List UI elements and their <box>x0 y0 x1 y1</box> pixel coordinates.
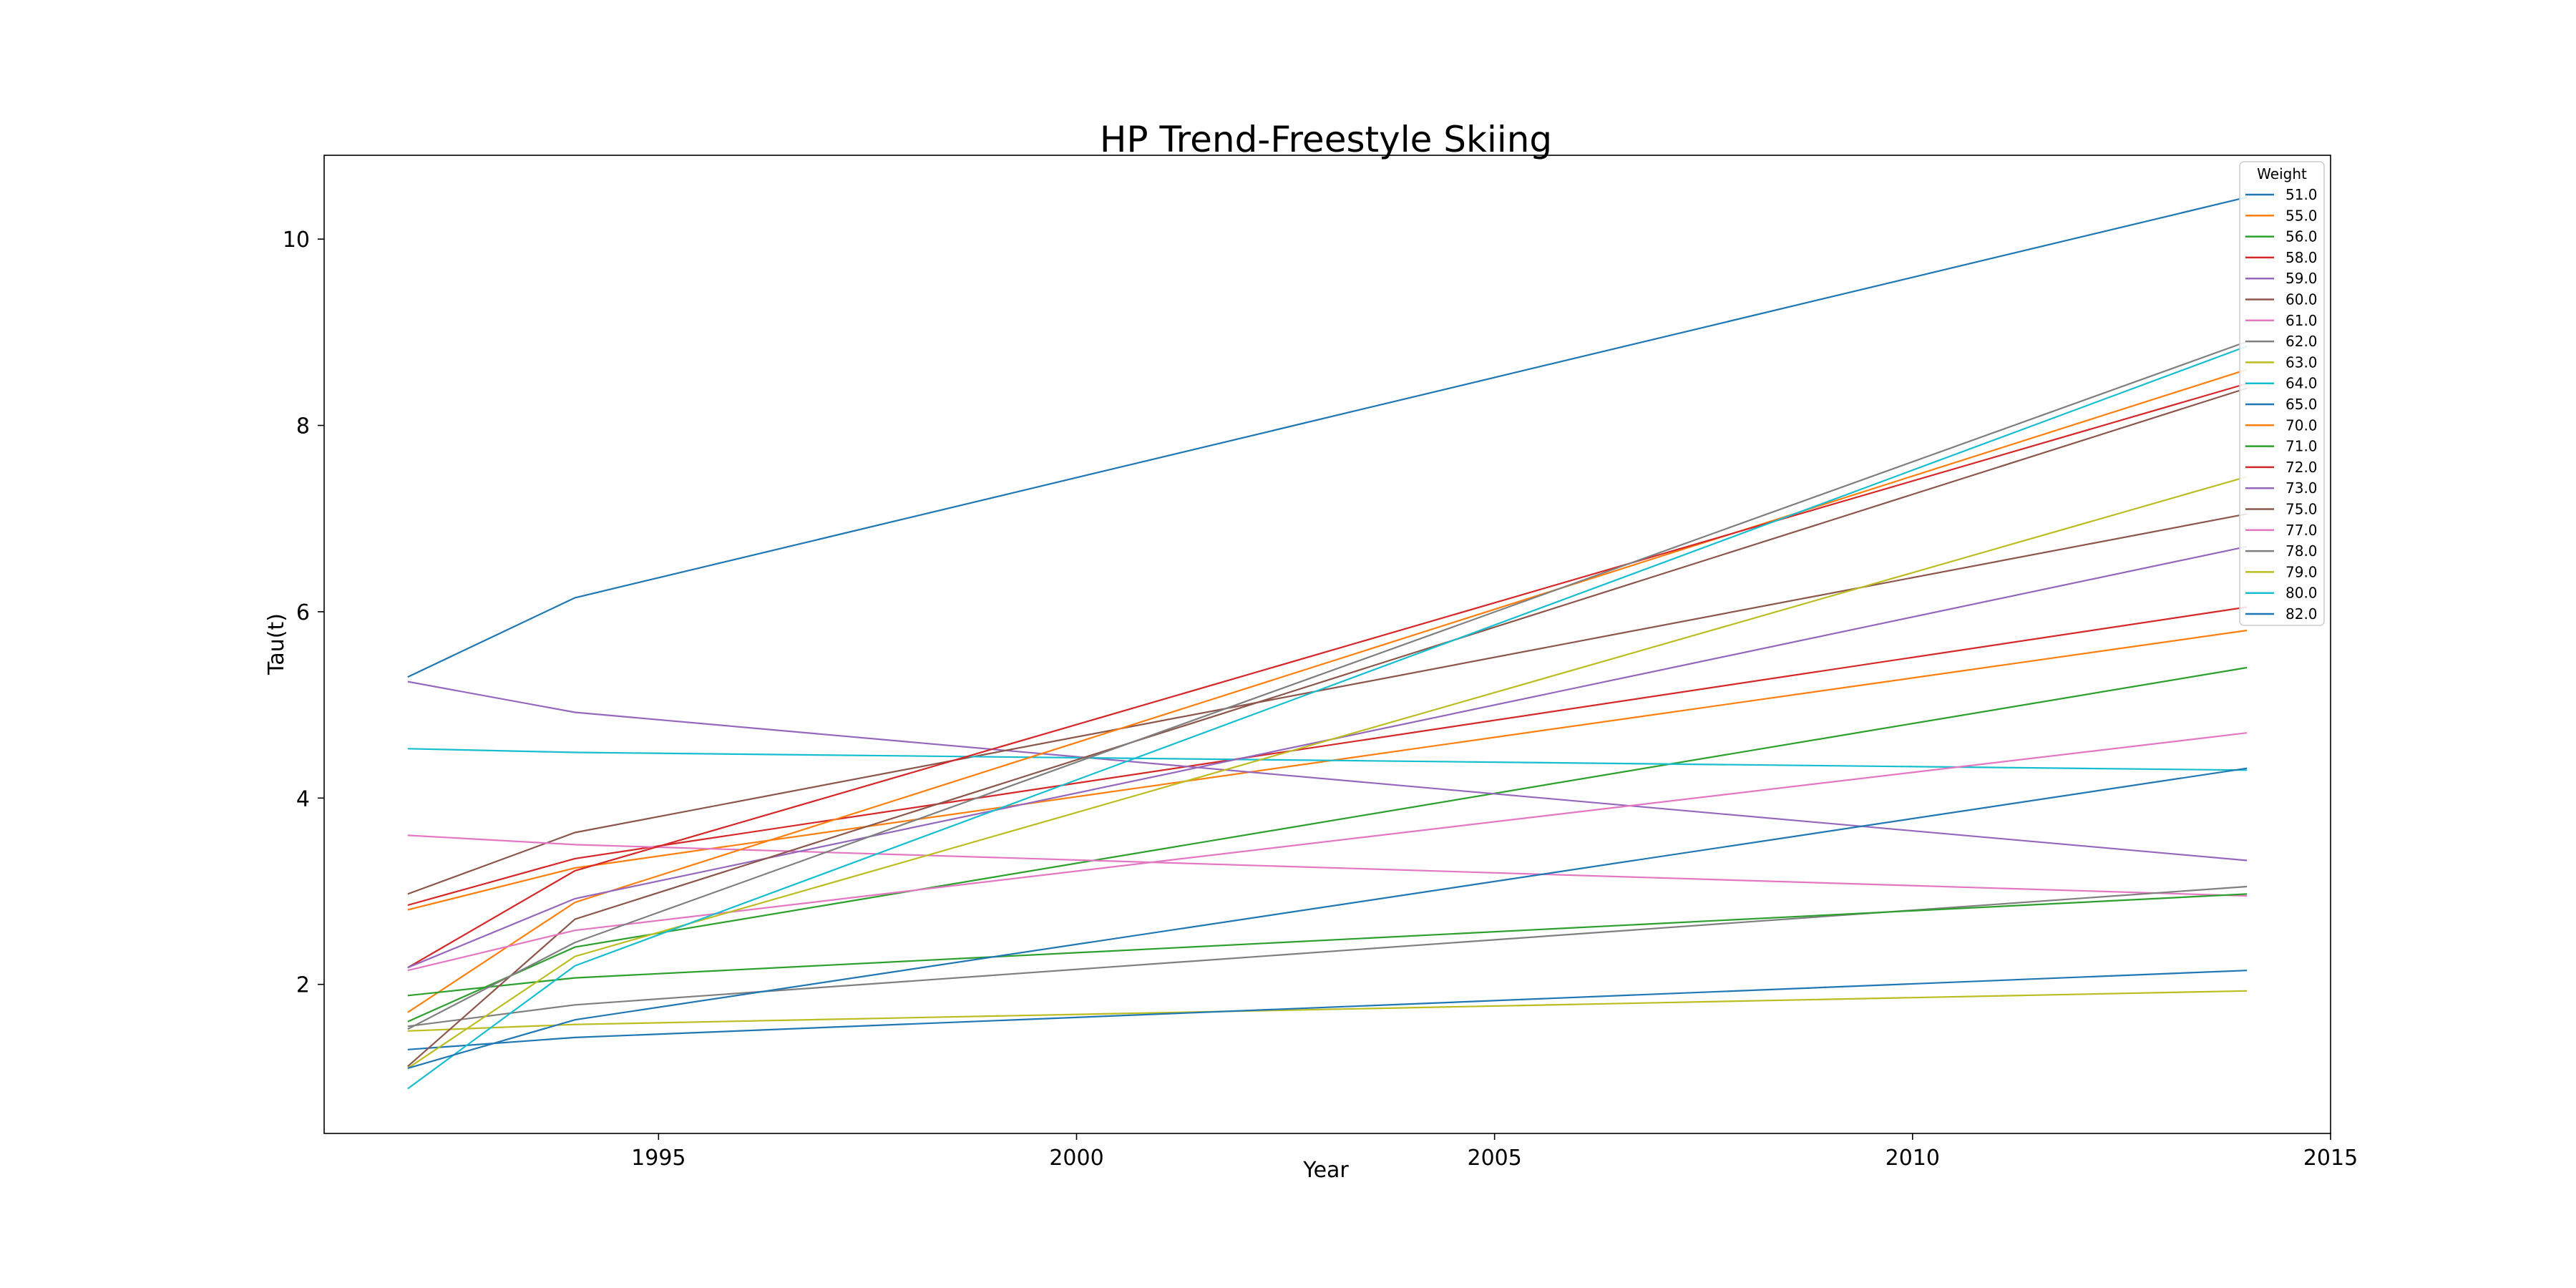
x-tick-label: 2010 <box>1885 1146 1940 1171</box>
legend-label-56.0: 56.0 <box>2285 228 2318 245</box>
legend-label-64.0: 64.0 <box>2285 375 2318 392</box>
series-line-58.0 <box>407 606 2248 907</box>
legend-label-59.0: 59.0 <box>2285 270 2318 287</box>
y-tick-label: 2 <box>296 973 310 998</box>
y-tick-label: 6 <box>296 600 310 625</box>
x-tick-label: 2015 <box>2303 1146 2358 1171</box>
x-tick-label: 2000 <box>1049 1146 1103 1171</box>
legend-label-65.0: 65.0 <box>2285 396 2318 413</box>
legend-label-80.0: 80.0 <box>2285 585 2318 602</box>
legend-label-61.0: 61.0 <box>2285 312 2318 329</box>
legend-label-73.0: 73.0 <box>2285 479 2318 497</box>
series-line-79.0 <box>407 476 2248 1069</box>
x-tick-label: 2005 <box>1467 1146 1521 1171</box>
series-line-55.0 <box>407 629 2248 911</box>
series-line-63.0 <box>407 990 2248 1032</box>
series-line-59.0 <box>407 680 2248 862</box>
series-line-82.0 <box>407 767 2248 1069</box>
legend-label-71.0: 71.0 <box>2285 438 2318 455</box>
legend-label-51.0: 51.0 <box>2285 186 2318 203</box>
legend-label-55.0: 55.0 <box>2285 207 2318 224</box>
plot-frame <box>323 155 2331 1134</box>
series-line-65.0 <box>407 970 2248 1050</box>
series-line-64.0 <box>407 748 2248 771</box>
series-line-80.0 <box>407 345 2248 1090</box>
series-line-78.0 <box>407 341 2248 1030</box>
series-line-56.0 <box>407 666 2248 1023</box>
x-tick-label: 1995 <box>631 1146 686 1171</box>
series-line-72.0 <box>407 382 2248 969</box>
legend-label-58.0: 58.0 <box>2285 249 2318 266</box>
chart-title: HP Trend-Freestyle Skiing <box>1100 119 1552 160</box>
legend-label-78.0: 78.0 <box>2285 542 2318 560</box>
legend-label-70.0: 70.0 <box>2285 416 2318 434</box>
legend-label-72.0: 72.0 <box>2285 459 2318 476</box>
y-tick-label: 10 <box>283 228 310 253</box>
series-line-73.0 <box>407 545 2248 969</box>
axis-ticks: 1995 2000 2005 2010 2015 2 4 6 8 10 <box>283 228 2358 1171</box>
legend-label-79.0: 79.0 <box>2285 563 2318 580</box>
y-tick-label: 4 <box>296 786 310 811</box>
series-line-71.0 <box>407 893 2248 997</box>
series-line-75.0 <box>407 387 2248 1068</box>
legend-label-82.0: 82.0 <box>2285 605 2318 623</box>
legend-label-77.0: 77.0 <box>2285 522 2318 539</box>
series-line-70.0 <box>407 369 2248 1013</box>
legend-label-75.0: 75.0 <box>2285 501 2318 518</box>
legend-title: Weight <box>2257 165 2307 182</box>
series-line-77.0 <box>407 732 2248 972</box>
series-line-62.0 <box>407 885 2248 1028</box>
series-line-60.0 <box>407 513 2248 895</box>
y-tick-label: 8 <box>296 414 310 439</box>
legend-label-62.0: 62.0 <box>2285 333 2318 350</box>
legend-label-60.0: 60.0 <box>2285 291 2318 308</box>
series-line-51.0 <box>407 196 2248 678</box>
x-axis-label: Year <box>1302 1158 1349 1183</box>
y-axis-label: Tau(t) <box>264 613 289 675</box>
series-line-61.0 <box>407 834 2248 897</box>
series-lines <box>407 196 2248 1090</box>
legend: Weight 51.0 55.0 56.0 58.0 59.0 60.0 61.0 62.0 6… <box>2239 161 2325 626</box>
legend-label-63.0: 63.0 <box>2285 353 2318 371</box>
